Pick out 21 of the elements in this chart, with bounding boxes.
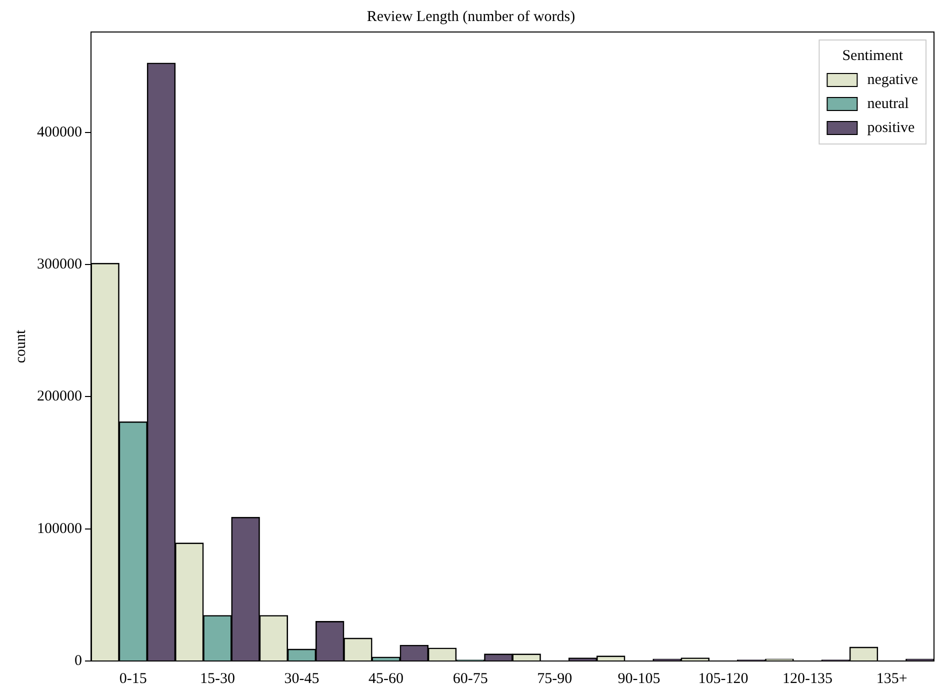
legend-label: positive	[867, 120, 916, 136]
legend-title: Sentiment	[842, 48, 904, 64]
y-tick-label: 0	[74, 652, 82, 669]
y-axis-title: count	[12, 329, 29, 364]
legend-label: neutral	[867, 96, 909, 112]
x-tick-label: 135+	[876, 670, 908, 687]
y-tick-label: 300000	[37, 256, 82, 273]
legend-label: negative	[867, 72, 918, 88]
x-tick-label: 60-75	[452, 670, 488, 687]
x-tick-label: 120-135	[782, 670, 833, 687]
y-tick-label: 400000	[37, 124, 82, 140]
x-tick-label: 75-90	[537, 670, 572, 687]
x-tick-label: 30-45	[284, 670, 320, 687]
x-tick-label: 15-30	[200, 670, 235, 687]
y-tick-label: 200000	[37, 388, 82, 405]
x-tick-label: 90-105	[618, 670, 660, 687]
x-tick-label: 0-15	[119, 670, 147, 687]
x-tick-label: 105-120	[698, 670, 748, 687]
y-tick-label: 100000	[37, 520, 82, 537]
x-tick-label: 45-60	[368, 670, 404, 687]
chart-title: Review Length (number of words)	[366, 8, 576, 25]
